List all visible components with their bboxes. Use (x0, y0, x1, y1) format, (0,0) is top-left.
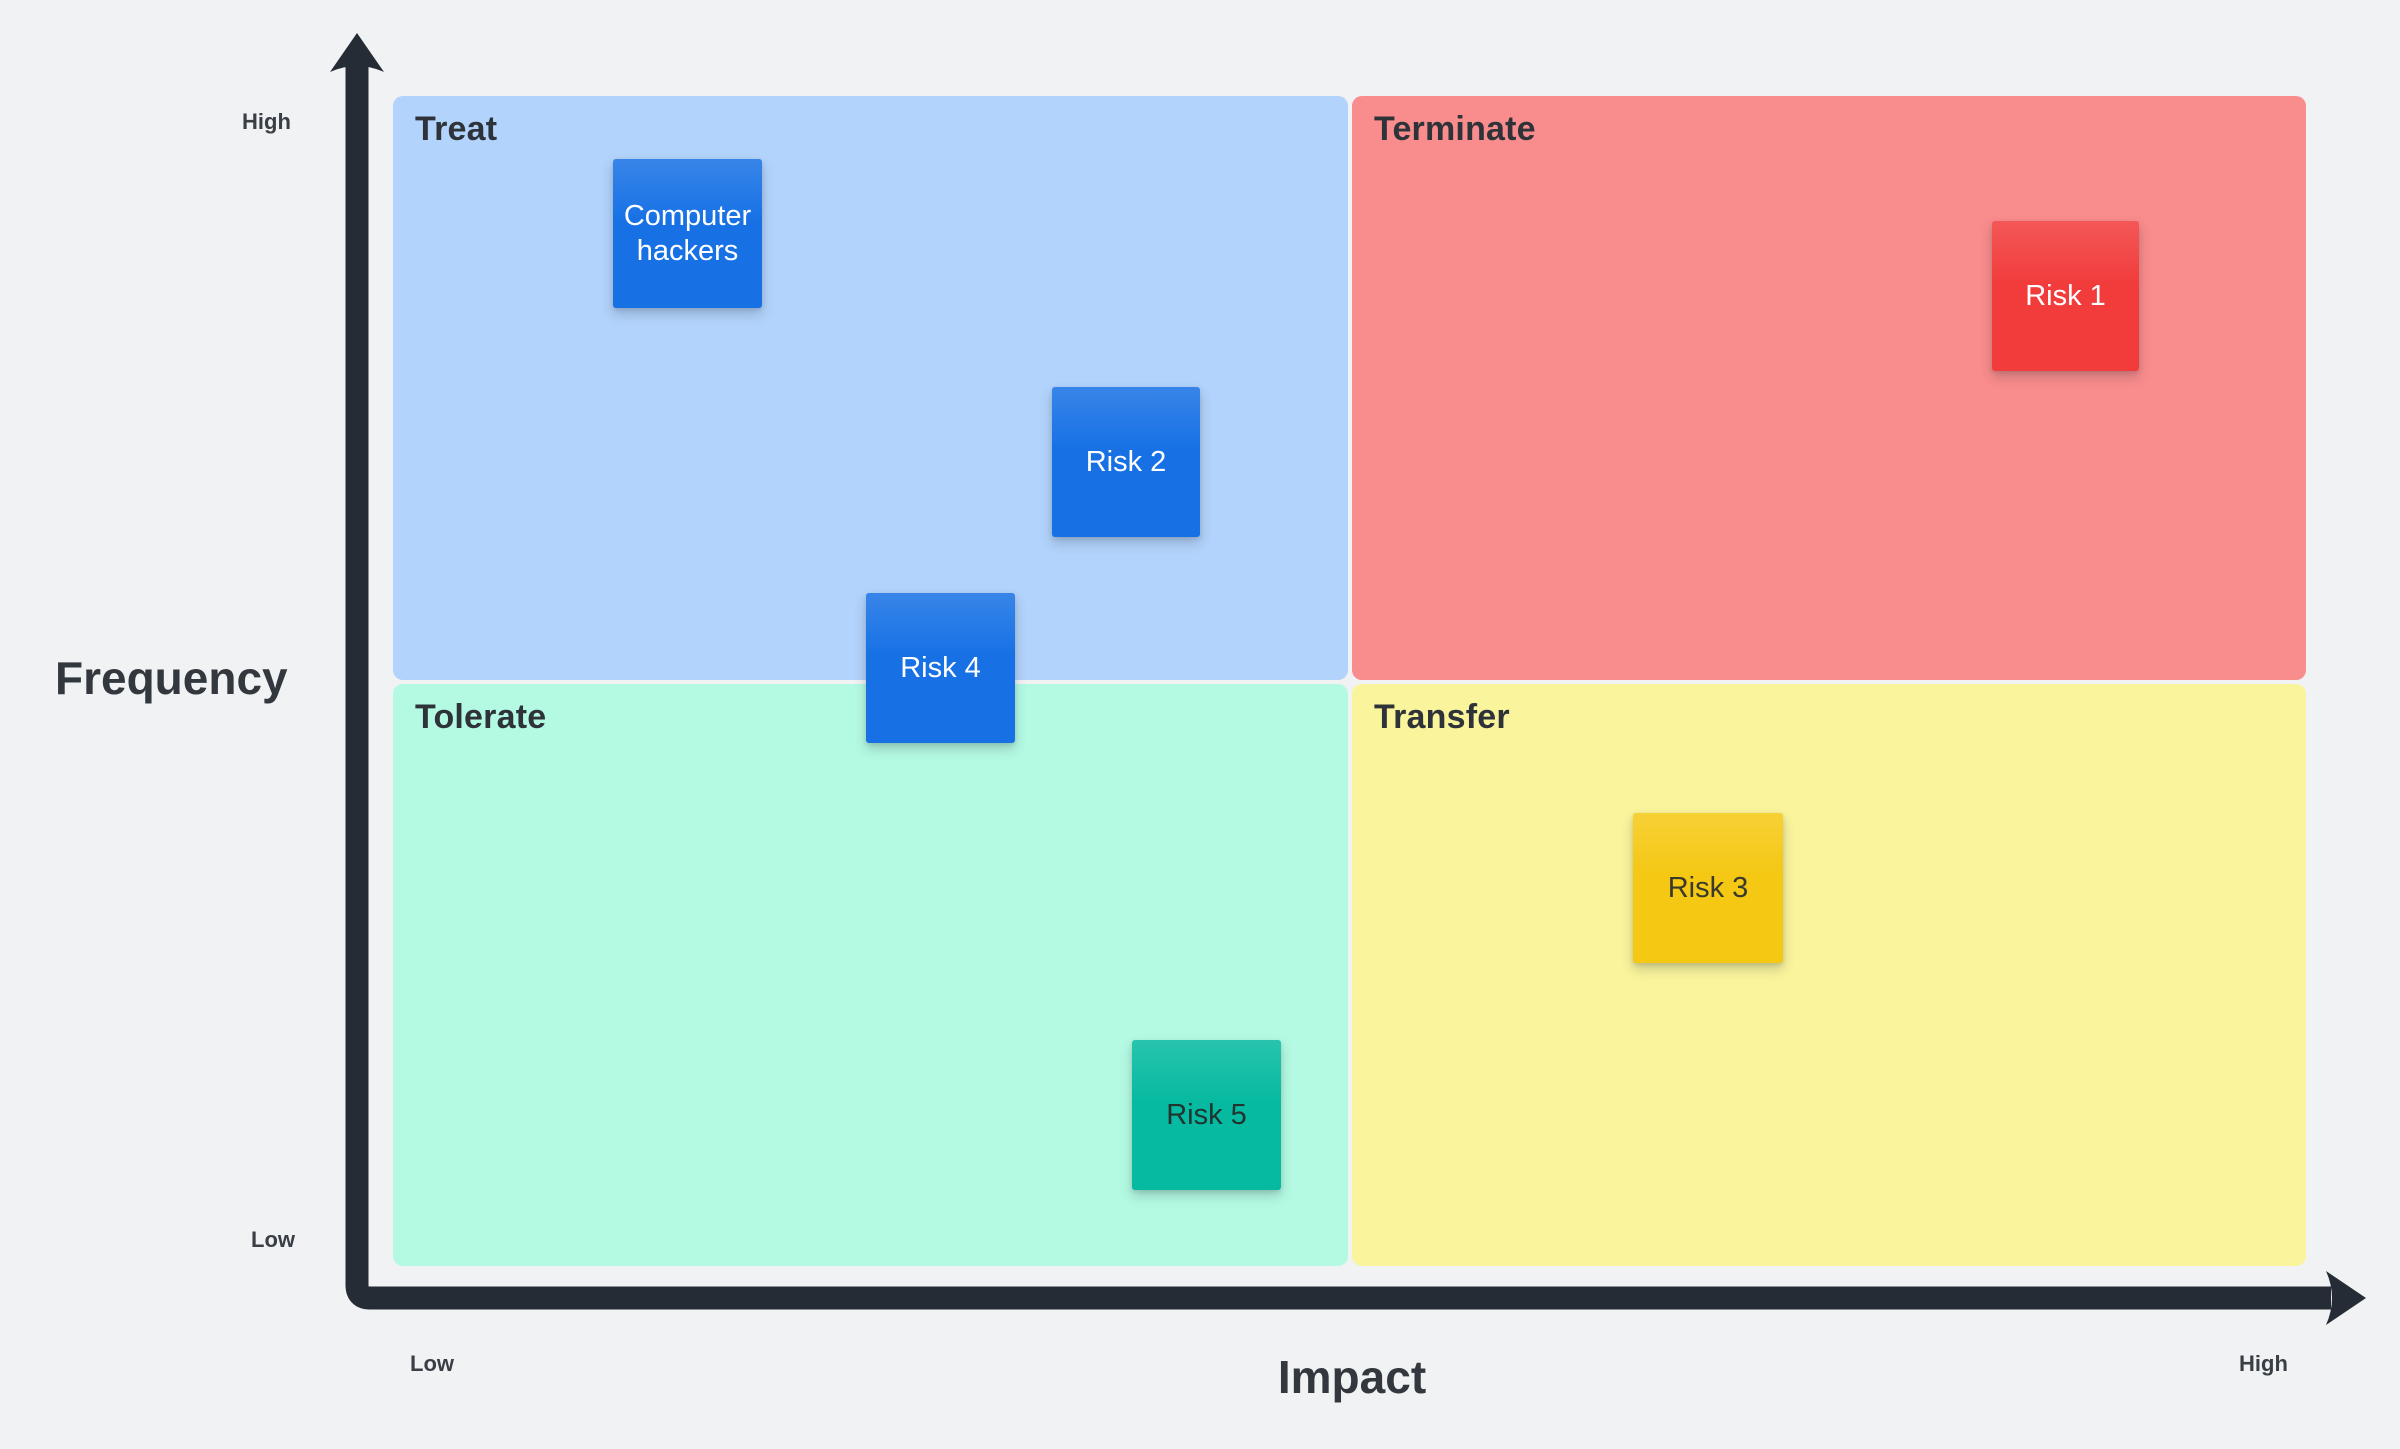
quadrant-transfer: Transfer (1352, 684, 2306, 1266)
y-axis-low-label: Low (251, 1227, 295, 1252)
sticky-note-label: Risk 4 (900, 651, 981, 684)
quadrant-treat-label: Treat (415, 110, 498, 148)
sticky-note-label: Risk 3 (1667, 871, 1749, 904)
y-axis-arrowhead-icon (330, 33, 384, 72)
sticky-note-risk-1[interactable]: Risk 1 (1992, 221, 2139, 371)
sticky-note-risk-2[interactable]: Risk 2 (1052, 387, 1200, 537)
sticky-note-label: Risk 5 (1166, 1098, 1247, 1131)
quadrant-tolerate-label: Tolerate (415, 698, 547, 736)
sticky-note-risk-5[interactable]: Risk 5 (1132, 1040, 1281, 1190)
x-axis-title: Impact (1277, 1351, 1427, 1403)
x-axis-high-label: High (2239, 1351, 2288, 1376)
quadrant-terminate-label: Terminate (1374, 110, 1536, 148)
quadrant-terminate: Terminate (1352, 96, 2306, 680)
sticky-note-label: Computer hackers (623, 200, 752, 267)
sticky-note-risk-3[interactable]: Risk 3 (1633, 813, 1783, 963)
sticky-note-label: Risk 2 (1085, 445, 1167, 478)
y-axis-title: Frequency (55, 652, 288, 704)
quadrant-transfer-label: Transfer (1374, 698, 1510, 736)
x-axis-arrowhead-icon (2326, 1271, 2366, 1325)
y-axis-high-label: High (242, 109, 291, 134)
x-axis-low-label: Low (410, 1351, 454, 1376)
sticky-note-label: Risk 1 (2025, 279, 2106, 312)
sticky-note-computer-hackers[interactable]: Computer hackers (613, 159, 762, 308)
sticky-note-risk-4[interactable]: Risk 4 (866, 593, 1015, 743)
